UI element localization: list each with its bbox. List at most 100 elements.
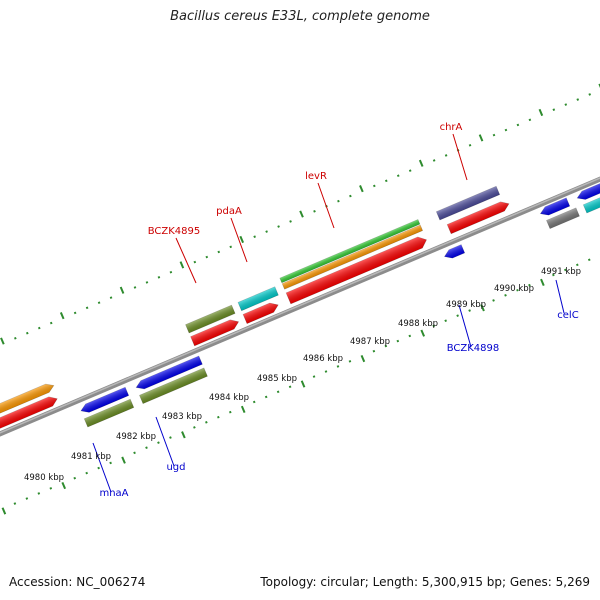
tick-mark bbox=[538, 108, 544, 117]
tick-mark bbox=[372, 349, 376, 353]
tick-mark bbox=[61, 481, 67, 490]
tick-mark bbox=[169, 436, 172, 439]
tick-mark bbox=[277, 225, 280, 228]
tick-mark bbox=[478, 134, 484, 142]
tick-mark bbox=[588, 93, 592, 96]
tick-mark bbox=[504, 128, 508, 132]
tick-mark bbox=[109, 296, 113, 299]
tick-mark bbox=[564, 103, 568, 106]
kbp-label: 4990 kbp bbox=[494, 284, 534, 294]
tick-mark bbox=[359, 185, 364, 193]
tick-mark bbox=[157, 276, 161, 279]
tick-mark bbox=[564, 268, 567, 272]
label-connector bbox=[175, 237, 197, 284]
blue-feature bbox=[576, 144, 600, 200]
feature-highlight bbox=[136, 355, 203, 389]
tick-mark bbox=[432, 324, 436, 328]
feature-highlight bbox=[243, 303, 279, 324]
label-connector bbox=[458, 304, 472, 348]
tick-mark bbox=[360, 354, 366, 363]
tick-mark bbox=[240, 405, 246, 413]
gene-label-levr: levR bbox=[305, 171, 327, 182]
feature-highlight bbox=[282, 225, 423, 290]
tick-mark bbox=[444, 154, 448, 157]
tick-mark bbox=[492, 133, 496, 137]
tick-mark bbox=[408, 169, 412, 172]
label-connector bbox=[155, 416, 175, 467]
tick-mark bbox=[97, 466, 100, 470]
tick-mark bbox=[373, 184, 376, 188]
tick-mark bbox=[73, 311, 77, 315]
kbp-labels: 4980 kbp 4981 kbp 4982 kbp 4983 kbp 4984 kbp… bbox=[24, 267, 581, 483]
tick-mark bbox=[396, 174, 400, 178]
tick-mark bbox=[289, 220, 292, 223]
feature-highlight bbox=[444, 244, 465, 259]
tick-mark bbox=[229, 245, 233, 249]
tick-mark bbox=[540, 278, 545, 287]
tick-mark bbox=[265, 230, 268, 233]
tick-ruler-outer bbox=[0, 83, 600, 345]
tick-mark bbox=[49, 487, 53, 490]
kbp-label: 4980 kbp bbox=[24, 473, 64, 483]
tick-mark bbox=[468, 309, 471, 312]
tick-mark bbox=[109, 461, 112, 465]
tick-mark bbox=[169, 270, 173, 274]
feature-track bbox=[0, 144, 600, 466]
tick-mark bbox=[217, 250, 221, 254]
tick-mark bbox=[0, 337, 5, 345]
label-connector bbox=[230, 217, 248, 263]
tick-mark bbox=[37, 492, 41, 495]
kbp-label: 4987 kbp bbox=[350, 337, 390, 347]
tick-mark bbox=[552, 108, 556, 112]
label-connectors bbox=[92, 133, 565, 493]
tick-mark bbox=[324, 370, 328, 373]
tick-mark bbox=[418, 159, 424, 167]
tick-mark bbox=[157, 441, 160, 444]
label-connector bbox=[555, 279, 565, 314]
tick-mark bbox=[85, 306, 89, 310]
tick-mark bbox=[49, 321, 53, 325]
label-connector bbox=[317, 182, 335, 229]
tick-mark bbox=[228, 410, 232, 414]
feature-highlight bbox=[80, 387, 129, 413]
kbp-label: 4989 kbp bbox=[446, 300, 486, 310]
feature-highlight bbox=[0, 396, 58, 466]
kbp-label: 4981 kbp bbox=[71, 452, 111, 462]
feature-highlight bbox=[84, 399, 134, 428]
feature-highlight bbox=[185, 305, 236, 333]
tick-mark bbox=[217, 415, 220, 419]
tick-mark bbox=[193, 426, 196, 429]
tick-mark bbox=[348, 360, 352, 363]
feature-highlight bbox=[279, 219, 420, 283]
tick-mark bbox=[299, 210, 304, 218]
tick-mark bbox=[396, 339, 400, 343]
tick-mark bbox=[504, 294, 507, 297]
tick-mark bbox=[205, 255, 209, 259]
gene-label-mnaa: mnaA bbox=[99, 488, 128, 499]
tick-mark bbox=[253, 235, 256, 238]
tick-mark bbox=[264, 395, 268, 399]
kbp-label: 4983 kbp bbox=[162, 412, 202, 422]
feature-highlight bbox=[0, 384, 54, 453]
feature-highlight bbox=[546, 207, 580, 229]
tick-mark bbox=[552, 273, 555, 277]
tick-mark bbox=[587, 258, 591, 262]
tick-mark bbox=[444, 319, 447, 323]
tick-mark bbox=[119, 286, 125, 294]
tick-mark bbox=[300, 380, 306, 388]
tick-mark bbox=[528, 118, 532, 122]
tick-mark bbox=[145, 446, 148, 450]
feature-highlight bbox=[286, 236, 427, 304]
gene-label-ugd: ugd bbox=[166, 462, 185, 473]
tick-mark bbox=[408, 334, 412, 338]
tick-mark bbox=[25, 497, 29, 500]
tick-mark bbox=[576, 98, 580, 101]
kbp-label: 4984 kbp bbox=[209, 393, 249, 403]
tick-mark bbox=[1, 507, 7, 515]
feature-highlight bbox=[447, 201, 509, 234]
tick-mark bbox=[59, 312, 65, 320]
tick-mark bbox=[121, 456, 126, 464]
tick-mark bbox=[97, 301, 101, 305]
tick-mark bbox=[313, 209, 316, 213]
kbp-label: 4988 kbp bbox=[398, 319, 438, 329]
